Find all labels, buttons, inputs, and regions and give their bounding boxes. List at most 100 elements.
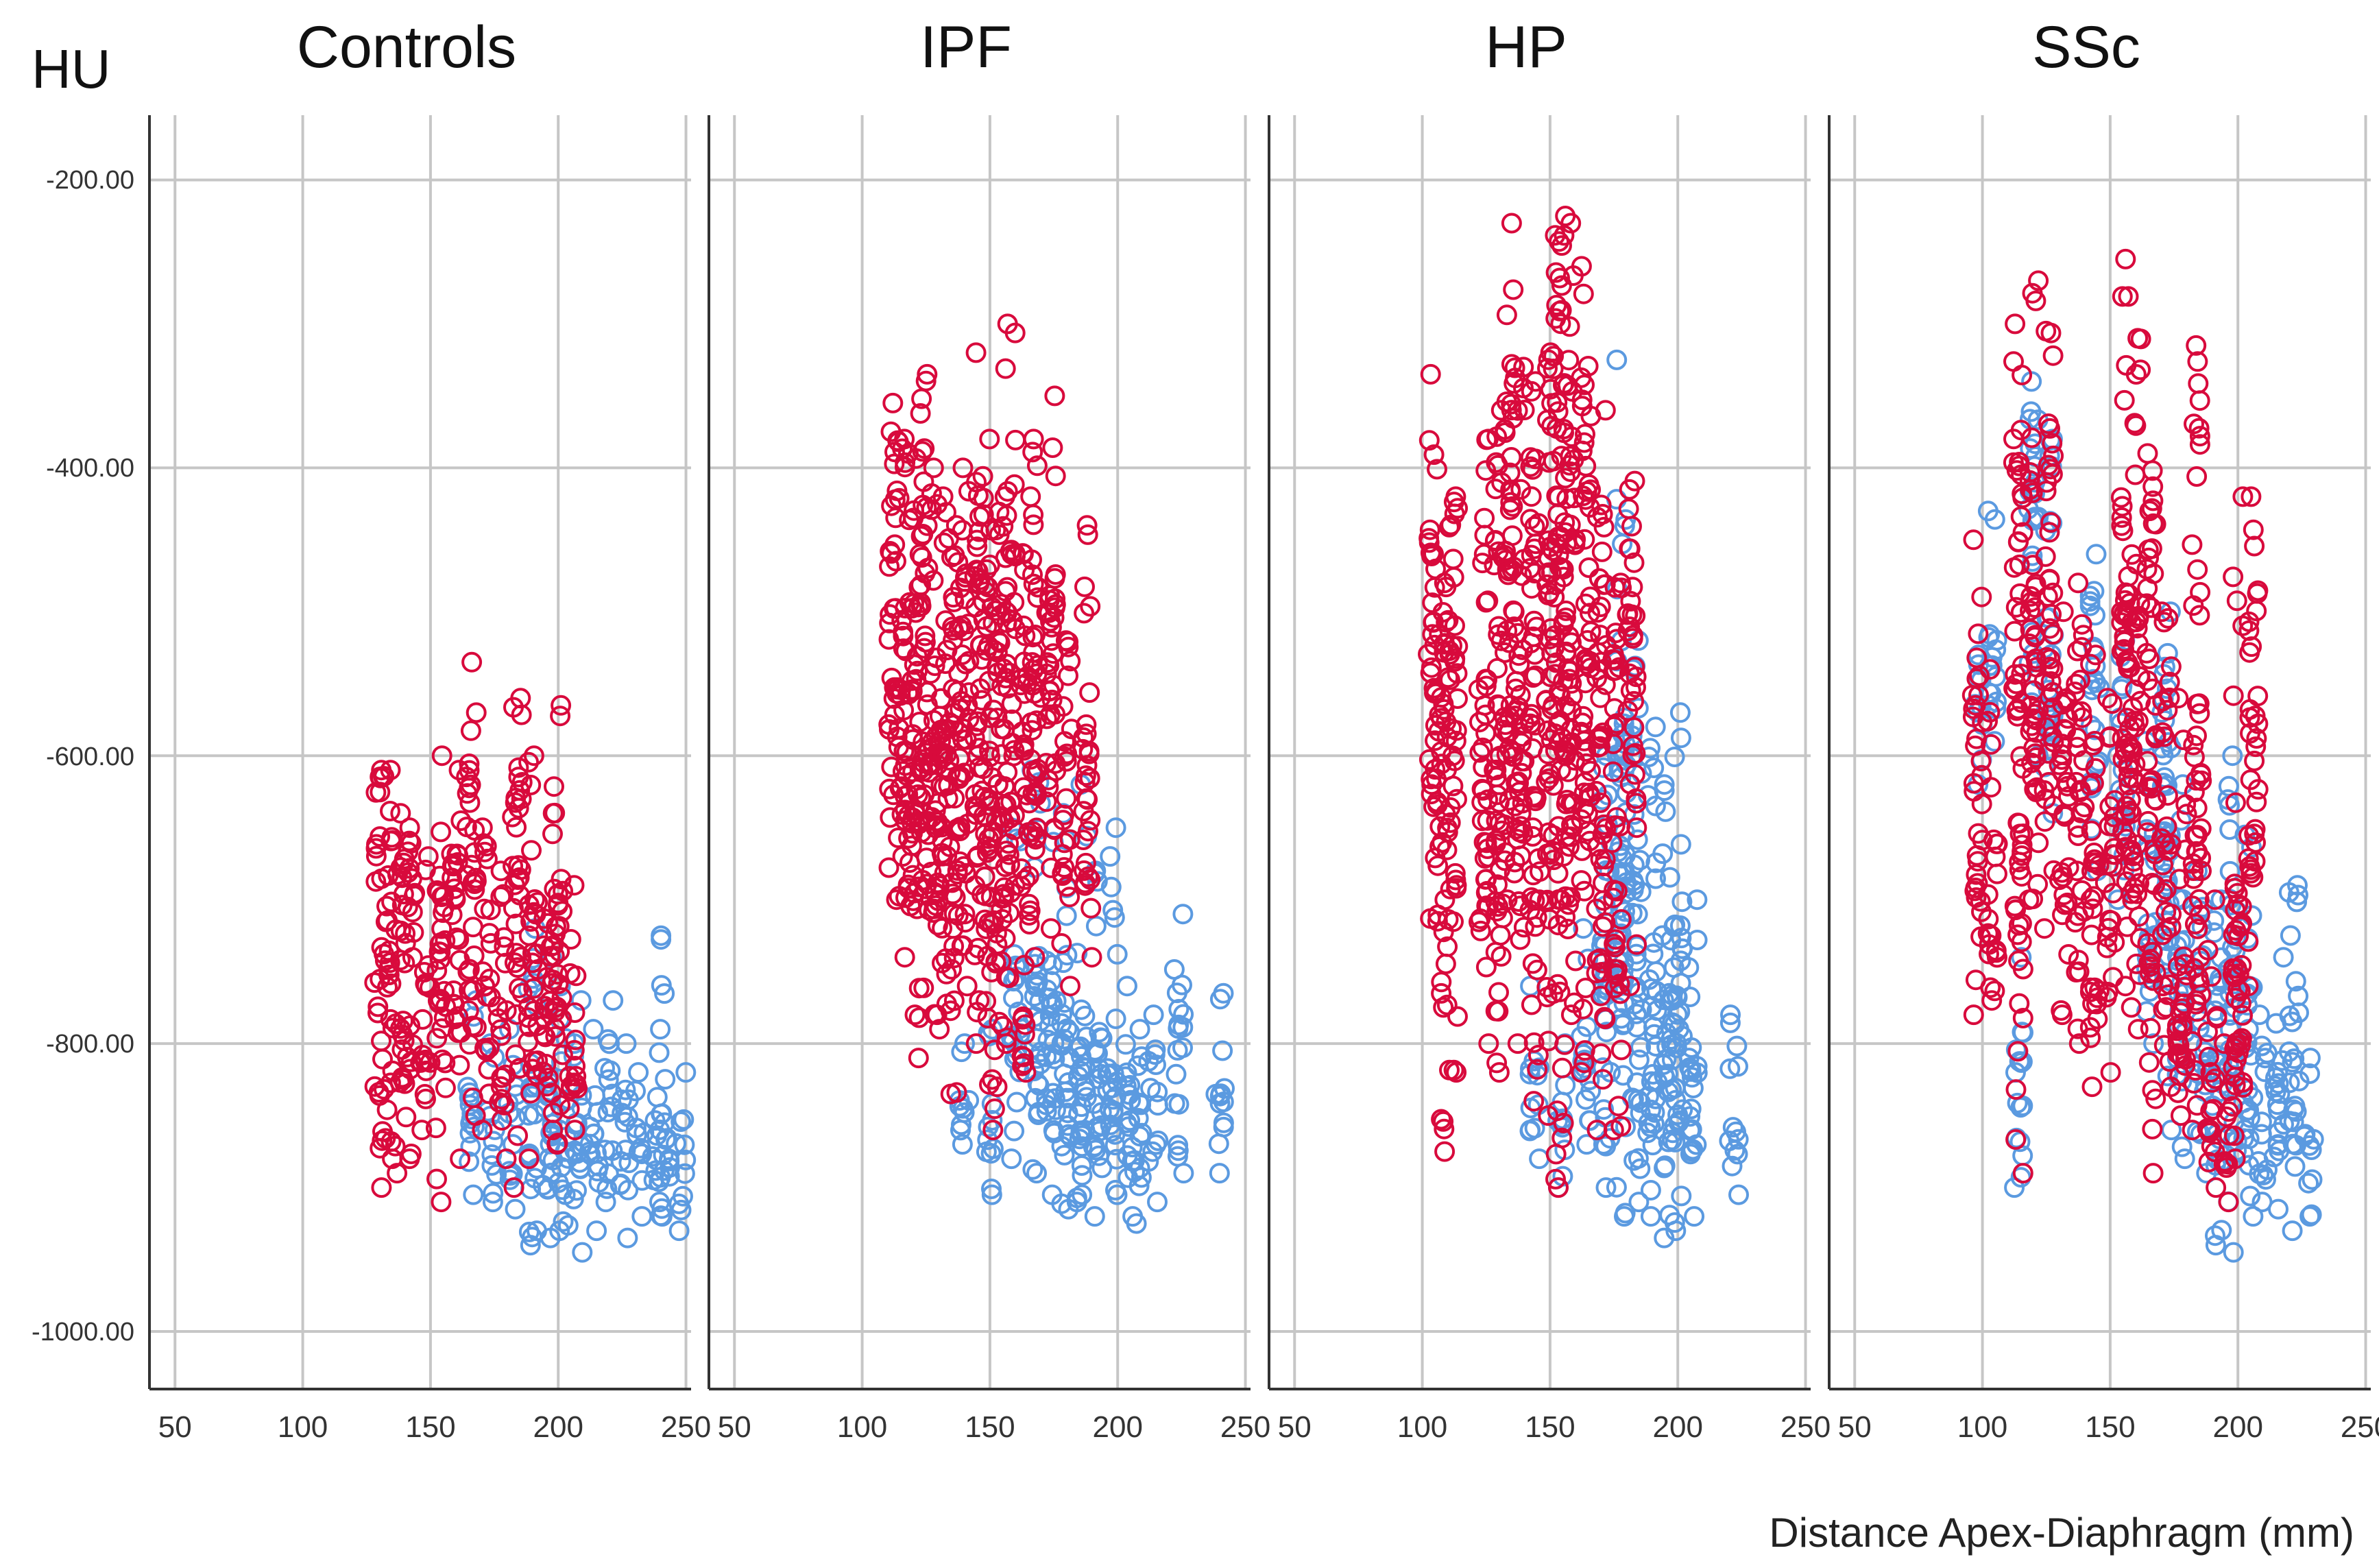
data-point [2140, 956, 2161, 977]
data-point [2068, 1033, 2090, 1054]
data-point [2021, 752, 2042, 773]
data-point [2013, 823, 2033, 845]
data-point [380, 801, 400, 821]
data-point [2021, 427, 2042, 448]
data-point [1615, 1203, 1636, 1224]
data-point [675, 1062, 697, 1083]
data-point [1571, 389, 1593, 411]
data-point [2238, 976, 2259, 997]
data-point [1510, 479, 1532, 500]
data-point [1605, 649, 1626, 671]
data-point [2299, 1063, 2320, 1084]
data-point [1105, 1009, 1126, 1029]
data-point [1524, 1118, 1545, 1139]
data-point [2251, 1111, 2272, 1133]
data-point [2058, 944, 2079, 965]
data-point [2246, 728, 2267, 749]
data-point [1963, 1004, 1984, 1026]
data-point [1022, 549, 1042, 570]
data-point [2211, 1220, 2232, 1241]
data-point [1549, 300, 1570, 322]
data-point [2238, 931, 2259, 952]
data-point [890, 685, 911, 706]
data-point [1440, 514, 1462, 535]
data-point [428, 941, 450, 963]
data-point [2205, 1225, 2225, 1246]
data-point [1431, 1109, 1452, 1130]
data-point [1571, 396, 1593, 417]
data-point [380, 1072, 401, 1094]
data-point [2121, 883, 2142, 904]
data-point [2084, 886, 2104, 907]
data-point [1004, 474, 1025, 495]
data-point [549, 941, 570, 962]
data-point [2041, 604, 2062, 625]
data-point [2085, 758, 2106, 779]
data-point [976, 991, 997, 1012]
data-point [958, 651, 980, 672]
data-point [1590, 792, 1611, 813]
data-point [1550, 313, 1571, 335]
data-point [2112, 286, 2133, 307]
data-point [2282, 1220, 2303, 1242]
data-point [1608, 1096, 1629, 1117]
y-tick-label-neg400: -400.00 [46, 454, 134, 483]
data-point [2040, 649, 2061, 670]
data-point [1521, 381, 1542, 402]
data-point [2034, 918, 2055, 939]
data-point [2028, 832, 2049, 854]
data-point [1013, 737, 1034, 758]
data-point [999, 902, 1020, 924]
data-point [1590, 596, 1611, 618]
data-point [2189, 390, 2210, 411]
data-point [1431, 708, 1452, 729]
data-point [1080, 596, 1101, 617]
data-point [1167, 1146, 1188, 1167]
data-point [1719, 1012, 1741, 1033]
data-point [969, 990, 990, 1011]
data-point [548, 974, 569, 994]
data-point [1084, 1206, 1105, 1227]
data-point [2139, 649, 2160, 669]
data-point [505, 1198, 526, 1220]
panel-title: HP [1485, 14, 1567, 80]
data-point [2246, 791, 2267, 812]
data-point [2201, 1135, 2222, 1157]
data-point [1644, 1102, 1665, 1123]
data-point [1981, 777, 2002, 798]
data-point [2204, 889, 2225, 910]
data-point [1545, 575, 1567, 596]
red-series-points [364, 651, 588, 1213]
data-point [464, 879, 485, 900]
data-point [1544, 587, 1565, 607]
data-point [2157, 785, 2178, 806]
data-point [2138, 810, 2159, 832]
data-point [1525, 714, 1546, 736]
data-point [2171, 1136, 2193, 1157]
data-point [2064, 682, 2086, 703]
data-point [2071, 701, 2092, 722]
data-point [945, 886, 966, 908]
data-point [508, 757, 529, 778]
data-point [992, 908, 1013, 930]
data-point [942, 883, 963, 904]
data-point [2223, 685, 2244, 706]
data-point [981, 1179, 1002, 1199]
data-point [1664, 1212, 1685, 1233]
data-point [1624, 764, 1645, 785]
data-point [601, 1096, 622, 1118]
data-point [1964, 880, 1985, 902]
data-point [1433, 997, 1454, 1018]
data-point [1564, 487, 1585, 509]
data-point [1071, 999, 1092, 1020]
data-point [2155, 902, 2177, 923]
data-point [494, 1094, 515, 1115]
data-point [655, 1069, 676, 1090]
data-point [2140, 597, 2162, 618]
data-point [1595, 1009, 1616, 1030]
data-point [2138, 539, 2159, 560]
data-point [2119, 800, 2140, 821]
data-point [2218, 1192, 2239, 1213]
data-point [654, 1112, 675, 1133]
